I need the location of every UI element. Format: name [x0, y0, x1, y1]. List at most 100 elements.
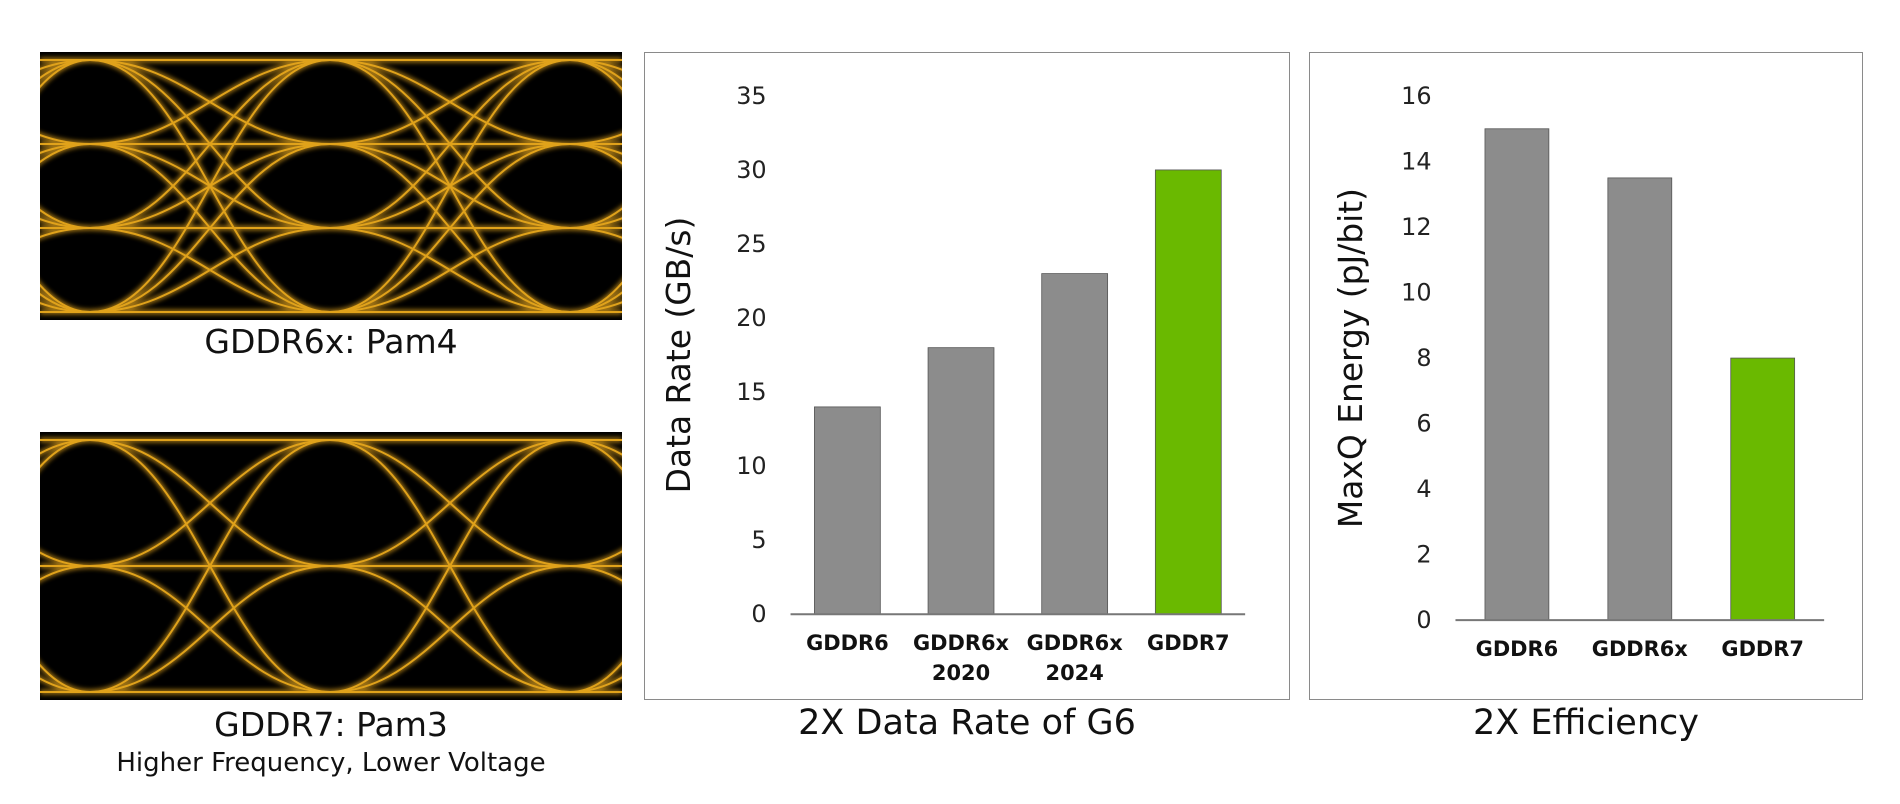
y-tick-label: 6: [1416, 410, 1431, 438]
eye-pam3-trace: [40, 677, 91, 693]
eye-diagram-pam4-traces: [40, 57, 622, 315]
bar-gddr6x-2020: [927, 347, 995, 615]
bar-gddr7: [1730, 357, 1796, 621]
data-rate-chart-title: 2X Data Rate of G6: [798, 703, 1136, 743]
x-tick-label: GDDR6: [1476, 637, 1559, 661]
eye-diagram-pam3: [40, 432, 622, 700]
eye-pam4-trace: [569, 133, 622, 145]
y-axis-label: MaxQ Energy (pJ/bit): [1331, 188, 1370, 528]
eye-pam3-trace-group: [40, 437, 622, 695]
eye-pam4-trace: [569, 207, 622, 229]
x-tick-label: GDDR7: [1147, 631, 1230, 655]
eye-pam4-trace: [569, 143, 622, 165]
y-tick-label: 10: [1401, 279, 1431, 307]
eye-pam4-trace: [40, 133, 91, 145]
eye-pam4-trace: [40, 59, 91, 89]
eye-diagram-pam3-sublabel: Higher Frequency, Lower Voltage: [116, 748, 546, 778]
y-tick-label: 4: [1416, 475, 1431, 503]
eye-pam3-trace: [569, 565, 622, 582]
eye-pam4-trace: [89, 59, 331, 145]
y-tick-label: 20: [736, 304, 766, 332]
bar-gddr6x-2024: [1041, 273, 1109, 615]
eye-pam3-trace: [89, 565, 331, 693]
eye-pam3-trace: [569, 550, 622, 567]
eye-pam4-trace: [569, 217, 622, 229]
eye-diagram-pam3-traces: [40, 437, 622, 695]
eye-pam3-trace: [329, 439, 571, 567]
eye-pam3-trace: [40, 439, 91, 455]
eye-pam3-trace: [329, 439, 571, 693]
y-tick-label: 35: [736, 82, 766, 110]
efficiency-chart-title: 2X Efficiency: [1473, 703, 1699, 743]
y-tick-label: 30: [736, 156, 766, 184]
x-tick-label: GDDR6x: [913, 631, 1010, 655]
eye-pam3-trace: [89, 439, 331, 693]
eye-pam4-trace: [329, 143, 571, 313]
eye-pam4-trace: [40, 143, 91, 164]
x-tick-label: GDDR6x: [1027, 631, 1124, 655]
eye-diagram-pam4-label: GDDR6x: Pam4: [204, 322, 458, 361]
efficiency-chart: 0 2 4 6 8 10 12 14 16 MaxQ Energy (pJ/bit) GDDR6 GD…: [1331, 82, 1825, 661]
y-tick-label: 8: [1416, 344, 1431, 372]
eye-pam4-trace: [89, 59, 331, 313]
y-tick-label: 12: [1401, 213, 1431, 241]
eye-pam3-trace: [329, 565, 571, 693]
x-tick-label: GDDR6x: [1592, 637, 1689, 661]
eye-pam4-trace: [569, 143, 622, 155]
eye-pam4-trace: [40, 301, 91, 313]
eye-pam3-trace: [89, 439, 331, 567]
eye-pam3-trace: [40, 663, 91, 693]
eye-pam4-trace: [40, 227, 91, 239]
y-tick-label: 10: [736, 452, 766, 480]
y-axis-label: Data Rate (GB/s): [659, 217, 698, 494]
eye-pam4-trace: [329, 59, 571, 145]
eye-pam3-trace: [40, 551, 91, 567]
eye-pam4-trace: [89, 227, 331, 313]
eye-pam4-trace: [40, 208, 91, 229]
eye-pam4-trace: [569, 281, 622, 313]
eye-pam3-trace: [569, 676, 622, 693]
y-tick-label: 0: [751, 600, 766, 628]
eye-pam4-trace: [569, 301, 622, 313]
eye-diagram-pam3-label: GDDR7: Pam3: [214, 705, 448, 744]
bar-gddr7: [1154, 169, 1222, 615]
eye-pam4-trace: [569, 59, 622, 71]
data-rate-chart: 0 5 10 15 20 25 30 35 Data Rate (GB/s) GDDR6 GDDR6…: [659, 82, 1246, 685]
y-tick-label: 2: [1416, 541, 1431, 569]
bar-gddr6: [814, 406, 881, 615]
eye-pam4-trace-group: [40, 57, 622, 315]
y-tick-label: 0: [1416, 606, 1431, 634]
y-tick-label: 16: [1401, 82, 1431, 110]
y-tick-label: 14: [1401, 147, 1431, 175]
eye-pam4-trace: [40, 59, 91, 80]
eye-pam4-trace: [329, 59, 571, 229]
y-tick-label: 15: [736, 378, 766, 406]
eye-pam4-trace: [329, 59, 571, 313]
x-tick-label: GDDR7: [1721, 637, 1804, 661]
eye-pam3-trace: [40, 565, 91, 581]
x-tick-label: 2020: [932, 661, 990, 685]
y-tick-label: 5: [751, 526, 766, 554]
eye-pam4-trace: [40, 59, 91, 71]
eye-pam3-trace: [569, 439, 622, 471]
efficiency-chart-panel: 0 2 4 6 8 10 12 14 16 MaxQ Energy (pJ/bit) GDDR6 GD…: [1309, 52, 1863, 700]
eye-pam4-trace: [569, 227, 622, 239]
eye-pam4-trace: [40, 217, 91, 229]
x-tick-label: GDDR6: [806, 631, 889, 655]
eye-pam3-trace: [569, 661, 622, 693]
eye-pam4-trace: [569, 59, 622, 81]
eye-pam4-trace: [40, 143, 91, 155]
eye-pam4-trace: [569, 59, 622, 91]
eye-pam4-trace: [89, 59, 331, 229]
bar-gddr6x: [1607, 177, 1673, 621]
data-rate-chart-panel: 0 5 10 15 20 25 30 35 Data Rate (GB/s) GDDR6 GDDR6…: [644, 52, 1290, 700]
eye-diagram-pam4: [40, 52, 622, 320]
x-tick-label: 2024: [1046, 661, 1104, 685]
bar-gddr6: [1484, 128, 1550, 621]
y-tick-label: 25: [736, 230, 766, 258]
eye-pam4-trace: [569, 291, 622, 313]
eye-pam4-trace: [40, 292, 91, 313]
eye-pam4-trace: [40, 283, 91, 313]
eye-pam4-trace: [329, 227, 571, 313]
eye-pam3-trace: [40, 439, 91, 469]
